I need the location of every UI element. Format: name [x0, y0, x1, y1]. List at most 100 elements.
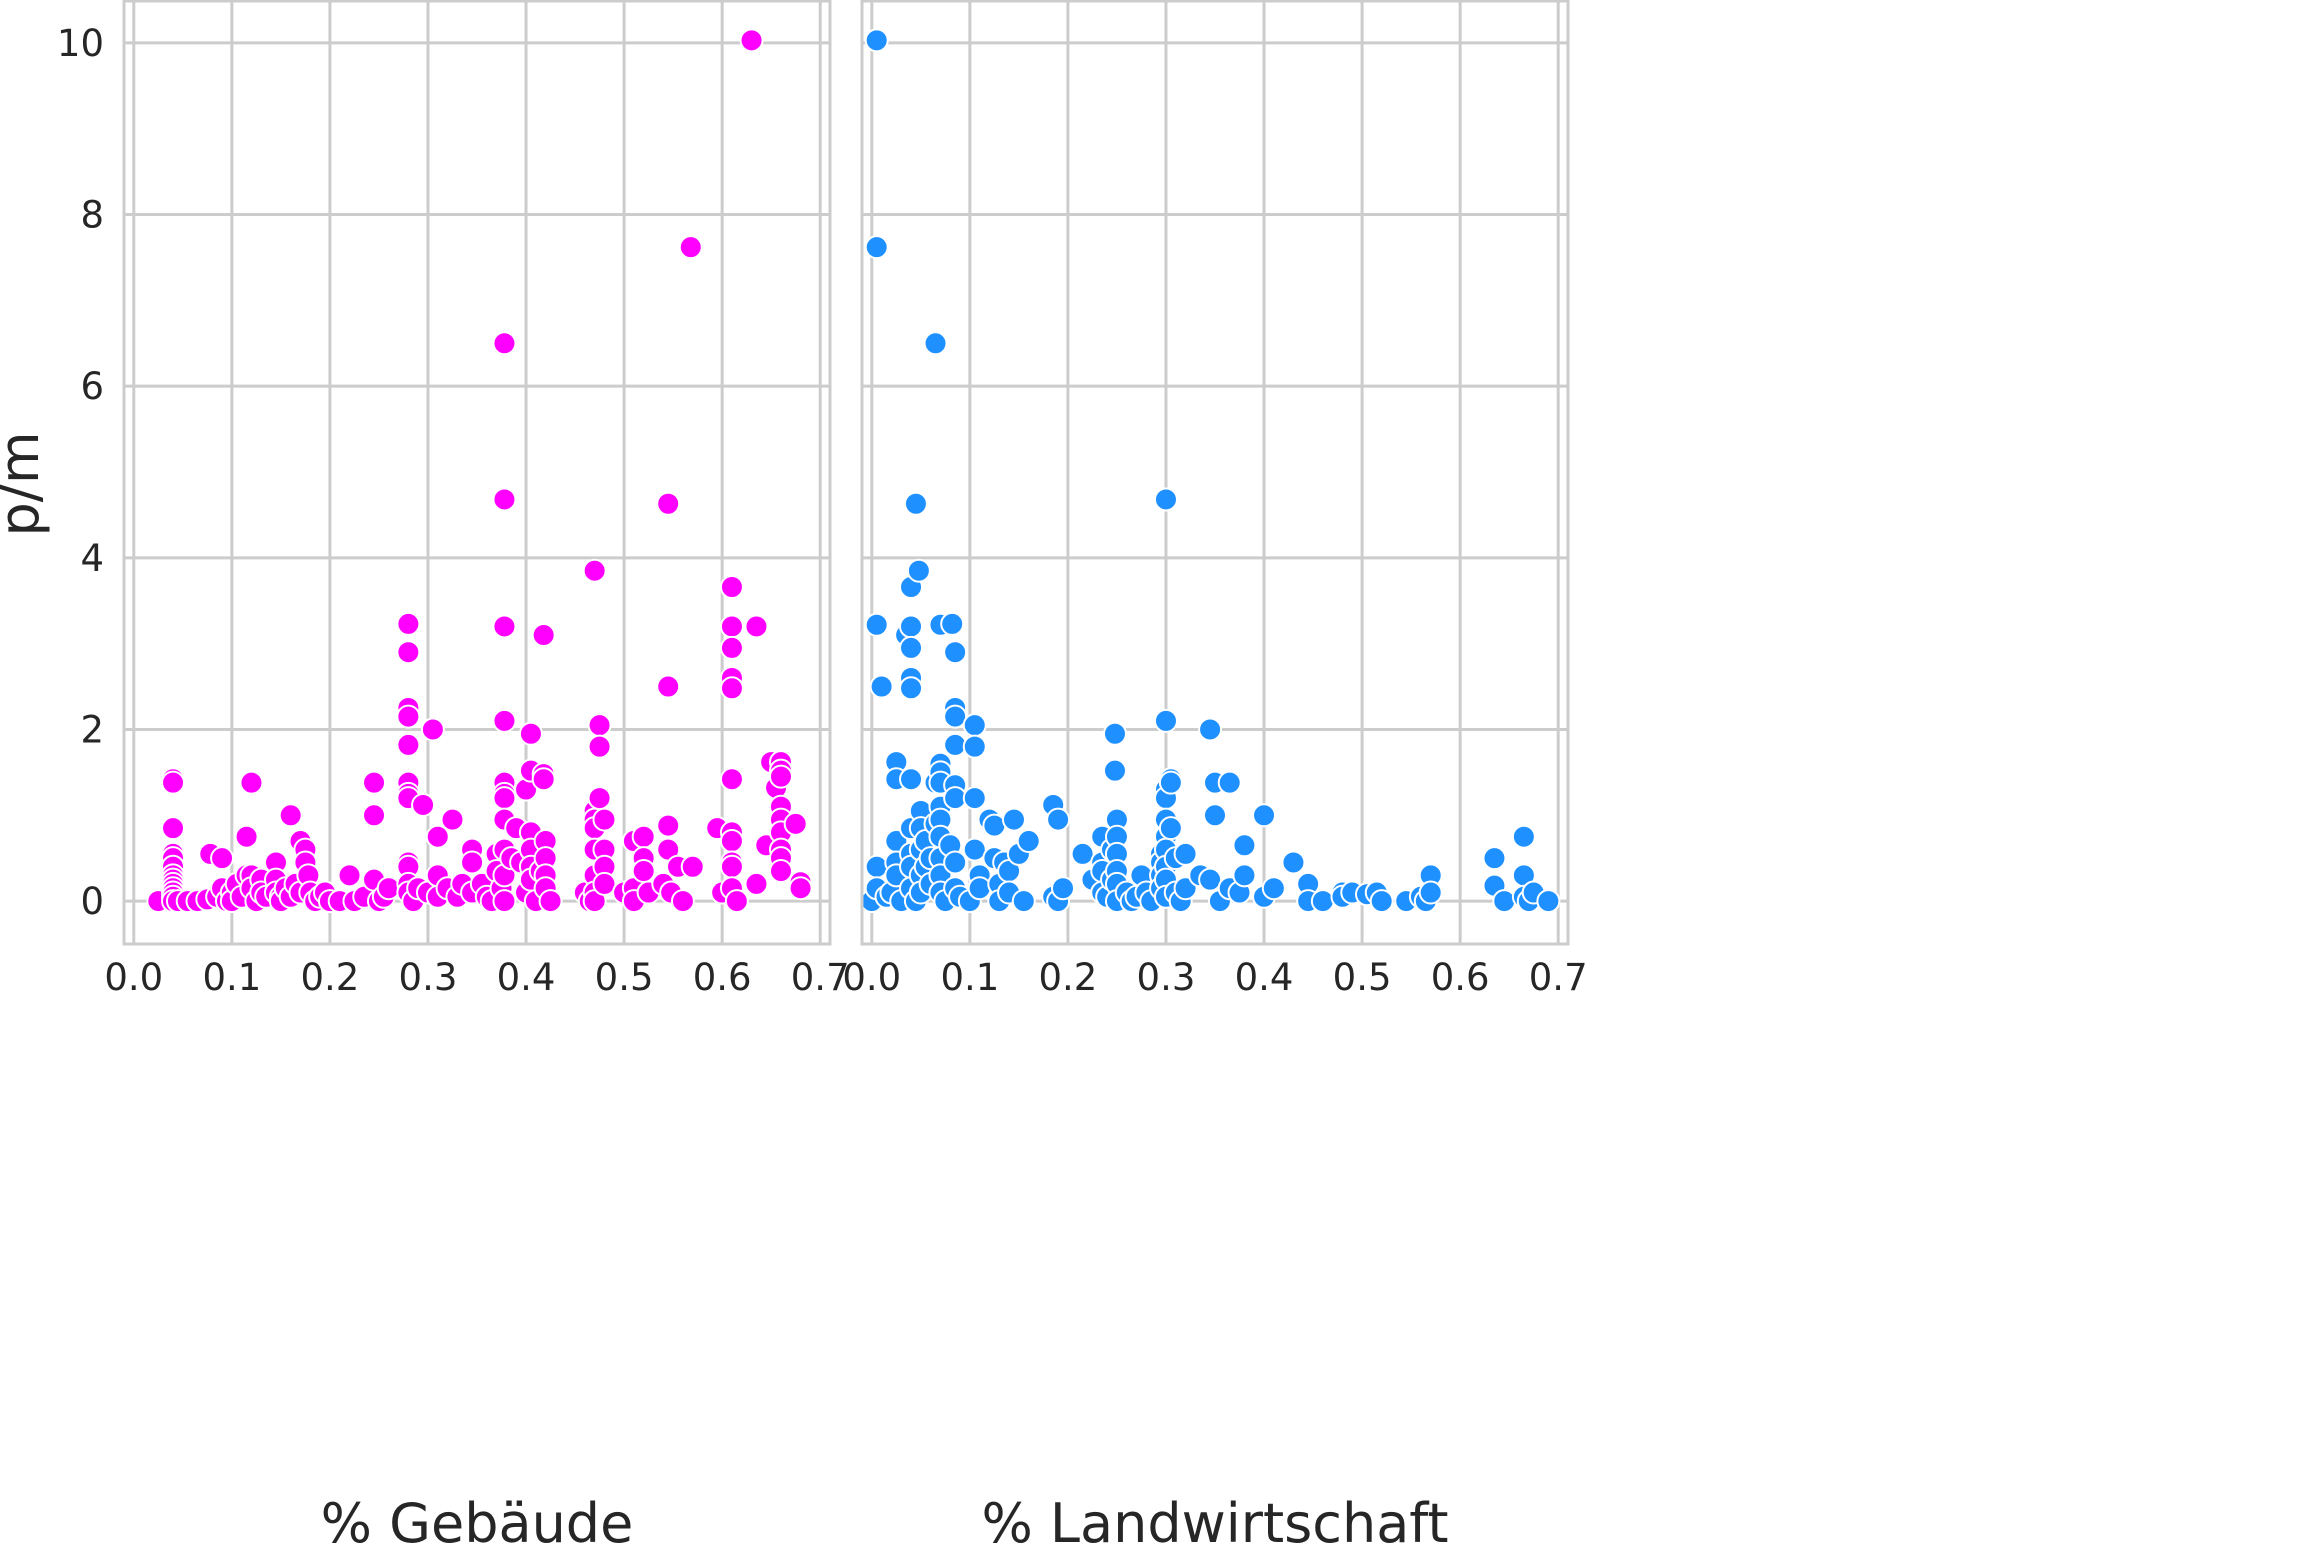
y-tick-label: 6	[80, 365, 104, 408]
data-point	[724, 889, 749, 914]
data-point	[899, 676, 924, 701]
data-point	[1158, 816, 1183, 841]
data-point	[1492, 889, 1517, 914]
data-point	[1158, 770, 1183, 795]
data-point	[869, 674, 894, 699]
data-point	[783, 811, 808, 836]
data-point	[1070, 841, 1095, 866]
data-point	[396, 611, 421, 636]
data-point	[670, 889, 695, 914]
data-point	[1153, 487, 1178, 512]
data-point	[719, 676, 744, 701]
data-point	[460, 850, 485, 875]
x-tick-label: 0.0	[104, 956, 163, 999]
data-point	[234, 824, 259, 849]
data-point	[906, 558, 931, 583]
data-point	[492, 614, 517, 639]
data-point	[411, 792, 436, 817]
data-point	[962, 786, 987, 811]
data-point	[362, 803, 387, 828]
data-point	[1173, 841, 1198, 866]
data-point	[631, 859, 656, 884]
points-gebaeude	[146, 28, 813, 914]
data-point	[1102, 721, 1127, 746]
points-landwirtschaft	[859, 28, 1561, 914]
data-point	[962, 734, 987, 759]
x-tick-labels-landwirtschaft: 0.0 0.1 0.2 0.3 0.4 0.5 0.6 0.7	[842, 956, 1587, 999]
y-tick-label: 2	[80, 708, 104, 751]
data-point	[943, 850, 968, 875]
data-point	[1418, 880, 1443, 905]
data-point	[982, 813, 1007, 838]
x-tick-label: 0.2	[300, 956, 359, 999]
x-tick-label: 0.6	[1431, 956, 1490, 999]
data-point	[592, 807, 617, 832]
y-tick-label: 8	[80, 194, 104, 237]
data-point	[492, 487, 517, 512]
data-point	[518, 721, 543, 746]
x-tick-label: 0.6	[693, 956, 752, 999]
data-point	[587, 713, 612, 738]
data-point	[899, 767, 924, 792]
data-point	[492, 786, 517, 811]
data-point	[587, 734, 612, 759]
x-tick-label: 0.4	[1235, 956, 1294, 999]
x-axis-title-gebaeude: % Gebäude	[321, 1492, 634, 1555]
data-point	[864, 28, 889, 53]
data-point	[492, 331, 517, 356]
grid-gebaeude	[124, 0, 830, 944]
data-point	[864, 612, 889, 637]
data-point	[396, 704, 421, 729]
x-tick-label: 0.7	[1529, 956, 1588, 999]
data-point	[680, 854, 705, 879]
data-point	[396, 732, 421, 757]
data-point	[943, 704, 968, 729]
data-point	[903, 491, 928, 516]
data-point	[278, 803, 303, 828]
data-point	[719, 574, 744, 599]
x-tick-label: 0.2	[1038, 956, 1097, 999]
data-point	[962, 837, 987, 862]
data-point	[531, 767, 556, 792]
data-point	[1261, 876, 1286, 901]
data-point	[1482, 846, 1507, 871]
data-point	[440, 807, 465, 832]
frame-landwirtschaft	[860, 0, 1570, 946]
data-point	[420, 717, 445, 742]
data-point	[376, 876, 401, 901]
x-tick-label: 0.5	[1333, 956, 1392, 999]
x-tick-label: 0.1	[940, 956, 999, 999]
data-point	[656, 674, 681, 699]
data-point	[1369, 889, 1394, 914]
data-point	[1536, 889, 1561, 914]
data-point	[719, 635, 744, 660]
data-point	[1252, 803, 1277, 828]
data-point	[923, 331, 948, 356]
x-tick-label: 0.3	[1137, 956, 1196, 999]
x-tick-label: 0.7	[791, 956, 850, 999]
data-point	[1001, 807, 1026, 832]
data-point	[1051, 876, 1076, 901]
data-point	[1232, 863, 1257, 888]
x-tick-labels-gebaeude: 0.0 0.1 0.2 0.3 0.4 0.5 0.6 0.7	[104, 956, 849, 999]
data-point	[864, 235, 889, 260]
data-point	[362, 770, 387, 795]
data-point	[1217, 770, 1242, 795]
data-point	[1011, 889, 1036, 914]
data-point	[531, 623, 556, 648]
data-point	[425, 824, 450, 849]
data-point	[582, 558, 607, 583]
data-point	[1198, 717, 1223, 742]
data-point	[161, 770, 186, 795]
data-point	[719, 829, 744, 854]
y-tick-label: 4	[80, 537, 104, 580]
y-tick-label: 0	[80, 880, 104, 923]
data-point	[899, 635, 924, 660]
grid-landwirtschaft	[862, 0, 1568, 944]
data-point	[1198, 867, 1223, 892]
data-point	[492, 708, 517, 733]
panel-landwirtschaft: 0.0 0.1 0.2 0.3 0.4 0.5 0.6 0.7 % Landwirtschaf…	[842, 0, 1588, 1555]
data-point	[739, 28, 764, 53]
data-point	[768, 859, 793, 884]
